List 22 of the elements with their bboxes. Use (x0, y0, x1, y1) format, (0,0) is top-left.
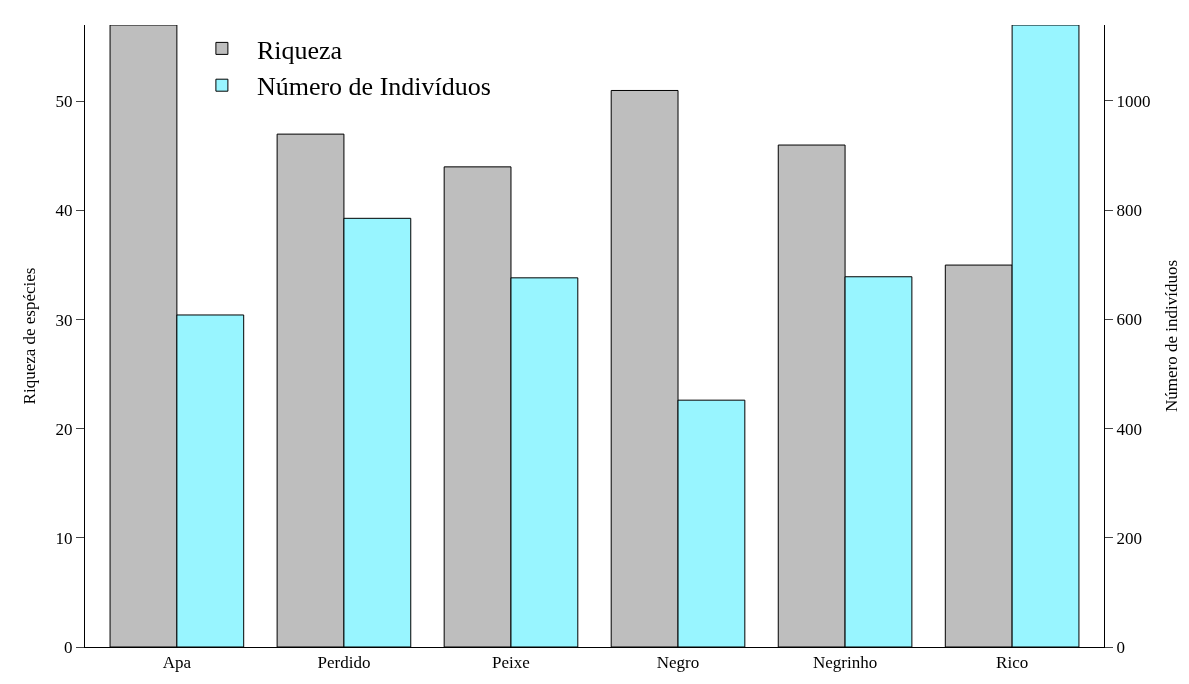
x-tick-label: Negrinho (812, 653, 878, 673)
y-axis-title: Riqueza de espécies (20, 267, 40, 405)
y2-tick-label: 200 (1116, 528, 1142, 548)
y2-axis-title: Número de indivíduos (1161, 259, 1181, 413)
x-tick-label: Negro (656, 653, 700, 673)
y-tick-label: 0 (64, 637, 73, 657)
y2-tick-label: 800 (1116, 201, 1142, 221)
x-tick-label: Rico (996, 653, 1029, 673)
y2-tick-label: 0 (1116, 637, 1125, 657)
y-tick-label: 30 (55, 310, 73, 330)
y2-tick-label: 600 (1116, 310, 1142, 330)
y2-tick-label: 1000 (1116, 91, 1151, 111)
y-tick-label: 40 (55, 201, 73, 221)
legend-label: Riqueza (256, 35, 343, 65)
y2-tick-label: 400 (1116, 419, 1142, 439)
y-tick-label: 10 (55, 528, 73, 548)
x-tick-label: Apa (162, 653, 192, 673)
y-tick-label: 20 (55, 419, 73, 439)
x-tick-label: Perdido (317, 653, 371, 673)
x-tick-label: Peixe (492, 653, 530, 673)
y-tick-label: 50 (55, 92, 73, 112)
legend-label: Número de Indivíduos (256, 72, 491, 102)
